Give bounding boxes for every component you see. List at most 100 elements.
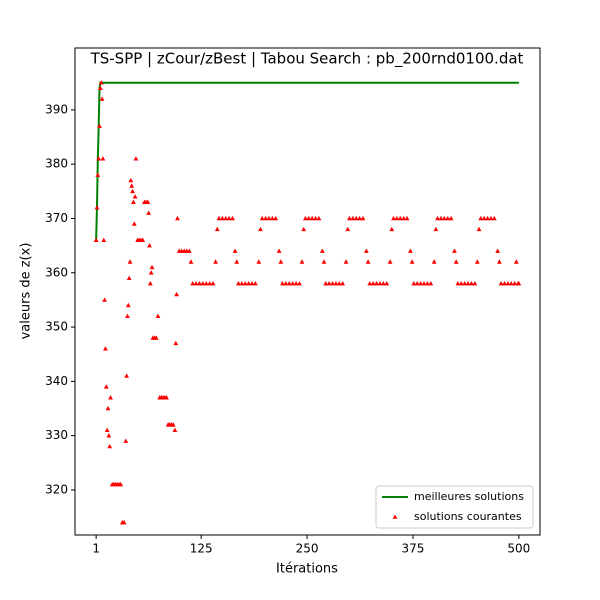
point xyxy=(370,281,376,286)
point xyxy=(131,221,137,226)
point xyxy=(105,405,111,411)
point xyxy=(253,281,258,286)
point xyxy=(266,215,272,221)
point xyxy=(502,281,507,286)
point xyxy=(106,433,112,438)
y-tick-label: 360 xyxy=(45,265,68,279)
point xyxy=(377,281,383,286)
point xyxy=(155,313,161,319)
point xyxy=(350,215,356,221)
point xyxy=(249,281,255,286)
x-tick-label: 1 xyxy=(92,542,100,556)
point xyxy=(172,427,178,433)
point xyxy=(173,340,179,346)
point xyxy=(118,481,124,487)
point xyxy=(516,281,522,286)
point xyxy=(374,281,379,286)
point xyxy=(236,281,241,286)
point xyxy=(472,281,478,286)
legend-marker xyxy=(392,514,398,519)
point xyxy=(478,215,484,221)
point xyxy=(97,123,102,128)
point xyxy=(408,248,413,253)
point xyxy=(290,281,296,286)
y-tick-label: 380 xyxy=(45,157,68,171)
point xyxy=(474,259,480,264)
point xyxy=(414,281,420,286)
point xyxy=(97,85,103,90)
point xyxy=(121,519,127,525)
point xyxy=(207,281,213,286)
point xyxy=(424,281,430,286)
point xyxy=(498,281,504,286)
point xyxy=(293,281,299,286)
point xyxy=(445,215,451,221)
y-tick-label: 390 xyxy=(45,102,68,116)
point xyxy=(387,259,393,264)
point xyxy=(94,205,100,210)
point xyxy=(428,281,434,286)
point xyxy=(485,215,490,221)
point xyxy=(234,259,240,264)
point xyxy=(269,215,275,221)
point xyxy=(411,281,417,286)
point xyxy=(421,281,427,286)
point xyxy=(188,259,194,264)
point xyxy=(283,281,289,286)
y-tick-label: 340 xyxy=(45,374,68,388)
point xyxy=(365,259,371,264)
point xyxy=(380,281,386,286)
point xyxy=(99,96,105,101)
x-tick-label: 125 xyxy=(190,542,213,556)
point xyxy=(345,226,351,232)
point xyxy=(263,215,268,221)
point xyxy=(321,259,327,264)
point xyxy=(302,215,308,221)
point xyxy=(301,226,307,232)
point xyxy=(147,243,152,248)
point xyxy=(213,259,218,264)
point xyxy=(476,226,482,232)
legend-label: meilleures solutions xyxy=(414,490,524,503)
point xyxy=(164,395,169,400)
point xyxy=(197,281,202,286)
point xyxy=(96,156,102,161)
point xyxy=(340,281,346,286)
point xyxy=(216,215,222,221)
point xyxy=(258,226,263,232)
point xyxy=(404,215,410,221)
x-tick-label: 250 xyxy=(296,542,319,556)
point xyxy=(363,248,369,253)
point xyxy=(276,248,282,253)
point xyxy=(175,215,180,221)
point xyxy=(203,281,209,286)
point xyxy=(101,237,107,242)
point xyxy=(130,188,135,194)
point xyxy=(448,215,454,221)
point xyxy=(146,210,152,215)
point xyxy=(330,281,335,286)
point xyxy=(124,373,130,378)
point xyxy=(394,215,400,221)
point xyxy=(193,281,199,286)
point xyxy=(145,199,151,204)
point xyxy=(200,281,206,286)
point xyxy=(123,438,129,443)
point xyxy=(299,259,305,264)
point xyxy=(418,281,423,286)
point xyxy=(438,215,444,221)
point xyxy=(232,248,238,253)
point xyxy=(469,281,474,286)
point xyxy=(401,215,407,221)
point xyxy=(280,281,285,286)
point xyxy=(505,281,511,286)
point xyxy=(389,226,395,232)
point xyxy=(133,156,139,161)
point xyxy=(93,237,99,242)
point xyxy=(239,281,245,286)
y-tick-label: 350 xyxy=(45,320,68,334)
point xyxy=(309,215,315,221)
point xyxy=(223,215,229,221)
point xyxy=(259,215,265,221)
